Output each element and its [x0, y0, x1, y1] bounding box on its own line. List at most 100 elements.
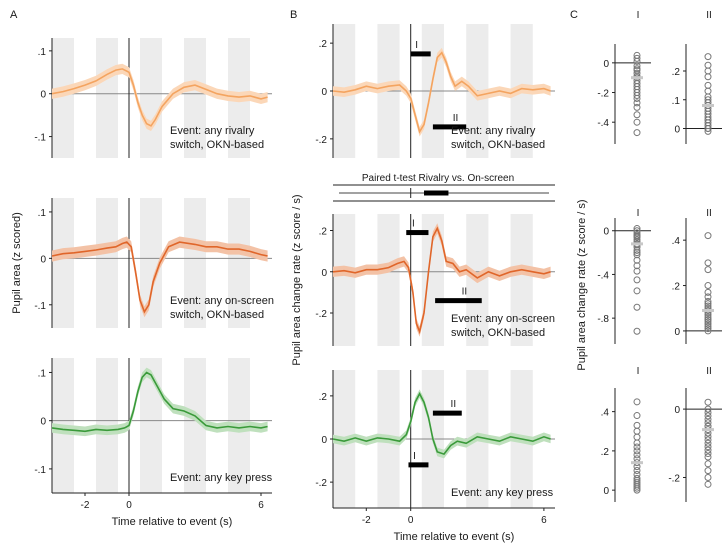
scatter-point — [704, 232, 712, 240]
time-stripe — [333, 214, 356, 346]
scatter-point — [633, 57, 641, 65]
scatter-point — [704, 432, 712, 440]
scatter-point — [704, 318, 712, 326]
scatter-point — [704, 467, 712, 475]
scatter-point — [704, 67, 712, 75]
significance-bar-label: I — [413, 451, 416, 462]
median-marker — [631, 76, 643, 80]
significance-bar-label: II — [453, 113, 459, 124]
y-tick-label: .2 — [319, 227, 328, 238]
significance-bar — [432, 124, 467, 130]
scatter-point — [633, 111, 641, 119]
significance-bar — [435, 298, 482, 304]
time-stripe — [228, 198, 250, 328]
scatter-point — [633, 467, 641, 475]
scatter-point — [633, 412, 641, 420]
panel-a2: .1 0 -.1 Event: any on-screen switch, OKN-ba… — [11, 198, 274, 328]
series-line — [332, 51, 551, 134]
scatter-point — [704, 293, 712, 301]
event-label: switch, OKN-based — [451, 327, 545, 339]
event-label: switch, OKN-based — [451, 139, 545, 151]
scatter-point — [633, 443, 641, 451]
scatter-y-tick-label: -.4 — [597, 270, 609, 281]
scatter-point — [633, 484, 641, 492]
scatter-point — [704, 405, 712, 413]
event-label: Event: any key press — [451, 487, 554, 499]
scatter-point — [704, 419, 712, 427]
time-stripe — [52, 38, 74, 158]
scatter-point — [633, 225, 641, 233]
time-stripe — [184, 358, 206, 493]
scatter-point — [633, 451, 641, 459]
scatter-point — [704, 460, 712, 468]
panel-c2: I 0 -.4 -.8 II .4 .2 0 Pupil area change rate (z… — [576, 199, 722, 371]
median-marker — [631, 461, 643, 465]
panel-letter-b: B — [290, 9, 297, 21]
y-axis-title: Pupil area (z scored) — [11, 212, 23, 314]
scatter-point — [704, 443, 712, 451]
scatter-point — [704, 439, 712, 447]
scatter-point — [704, 288, 712, 296]
scatter-point — [704, 127, 712, 135]
scatter-point — [704, 436, 712, 444]
event-label: Event: any rivalry — [170, 125, 255, 137]
column-label: II — [706, 208, 712, 219]
scatter-y-tick-label: .2 — [672, 67, 681, 78]
scatter-point — [633, 433, 641, 441]
scatter-point — [704, 266, 712, 274]
ttest-title: Paired t-test Rivalry vs. On-screen — [362, 173, 514, 184]
panel-letter-c: C — [570, 9, 578, 21]
scatter-point — [704, 87, 712, 95]
scatter-point — [704, 450, 712, 458]
column-label: II — [706, 10, 712, 21]
scatter-point — [704, 313, 712, 321]
median-marker — [631, 242, 643, 246]
scatter-point — [633, 327, 641, 335]
y-tick-label: -.1 — [34, 465, 46, 476]
column-label: I — [637, 366, 640, 377]
significance-bar-label: I — [415, 40, 418, 51]
x-tick-label: 0 — [408, 515, 414, 526]
scatter-point — [704, 311, 712, 319]
significance-bar-label: II — [451, 399, 457, 410]
scatter-point — [633, 129, 641, 137]
time-stripe — [421, 214, 444, 346]
time-stripe — [510, 214, 533, 346]
ttest-strip: Paired t-test Rivalry vs. On-screen — [333, 173, 555, 202]
scatter-point — [633, 103, 641, 111]
scatter-point — [704, 53, 712, 61]
time-stripe — [184, 38, 206, 158]
time-stripe — [96, 38, 118, 158]
time-stripe — [52, 198, 74, 328]
x-tick-label: -2 — [81, 500, 90, 511]
y-tick-label: 0 — [40, 254, 46, 265]
y-tick-label: -.2 — [315, 309, 327, 320]
median-marker — [702, 104, 714, 107]
scatter-y-tick-label: 0 — [603, 227, 609, 238]
scatter-y-tick-label: .2 — [672, 282, 681, 293]
panel-letter-a: A — [10, 9, 18, 21]
scatter-point — [704, 325, 712, 333]
scatter-point — [633, 421, 641, 429]
median-marker — [702, 428, 714, 432]
significance-bar — [432, 410, 462, 416]
panel-c1: I 0 -.2 -.4 II .2 .1 0 — [597, 10, 722, 144]
series-line — [51, 371, 268, 433]
time-stripe — [140, 198, 162, 328]
scatter-y-tick-label: -.2 — [597, 89, 609, 100]
scatter-point — [704, 320, 712, 328]
column-label: I — [637, 10, 640, 21]
y-tick-label: 0 — [40, 417, 46, 428]
scatter-point — [704, 409, 712, 417]
y-tick-label: -.2 — [315, 135, 327, 146]
scatter-point — [704, 322, 712, 330]
y-tick-label: .1 — [38, 208, 47, 219]
y-tick-label: 0 — [321, 87, 327, 98]
series-error-band — [52, 63, 268, 132]
scatter-y-tick-label: .2 — [601, 447, 610, 458]
scatter-y-tick-label: .4 — [672, 236, 681, 247]
scatter-point — [704, 259, 712, 267]
